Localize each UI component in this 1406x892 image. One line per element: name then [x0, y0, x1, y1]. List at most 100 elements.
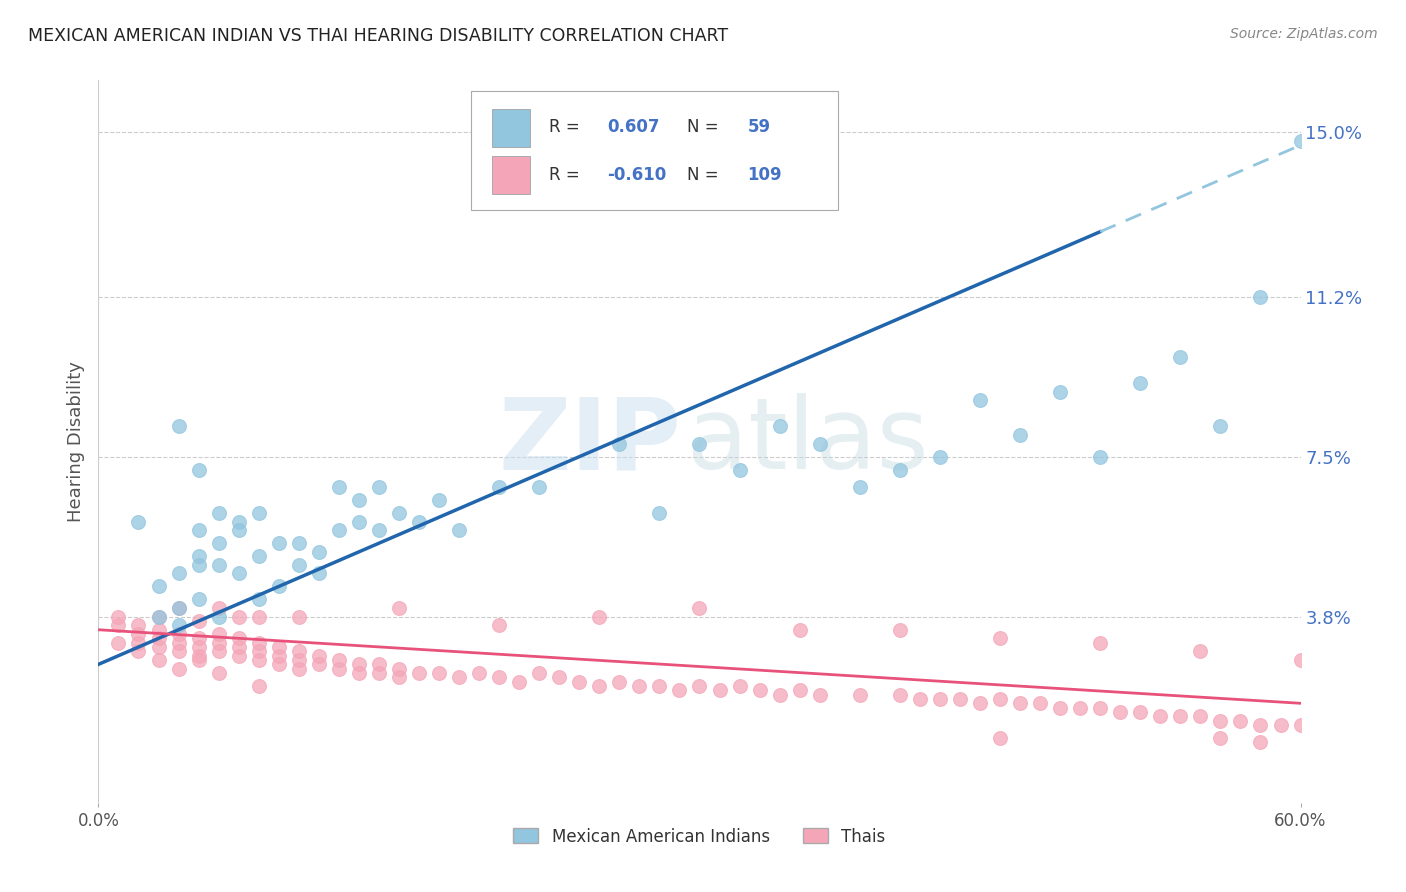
Point: [908, 692, 931, 706]
Point: [368, 657, 391, 672]
Point: [728, 679, 751, 693]
Point: [267, 640, 290, 654]
Point: [128, 618, 150, 632]
Point: [107, 636, 129, 650]
Point: [247, 506, 270, 520]
Point: [148, 609, 170, 624]
Point: [128, 627, 150, 641]
Point: [228, 566, 250, 581]
Point: [609, 436, 631, 450]
Point: [368, 665, 391, 680]
Point: [748, 683, 770, 698]
Point: [568, 674, 591, 689]
Point: [187, 653, 209, 667]
Point: [929, 692, 952, 706]
Point: [688, 679, 710, 693]
Point: [548, 670, 571, 684]
Point: [988, 692, 1011, 706]
Point: [688, 436, 710, 450]
Point: [488, 480, 510, 494]
Point: [228, 515, 250, 529]
Point: [808, 688, 831, 702]
Point: [167, 566, 190, 581]
Point: [288, 536, 311, 550]
Point: [228, 609, 250, 624]
Point: [1250, 735, 1272, 749]
Point: [267, 579, 290, 593]
Point: [187, 592, 209, 607]
Point: [208, 609, 231, 624]
Point: [107, 609, 129, 624]
Point: [187, 523, 209, 537]
Point: [969, 696, 991, 710]
Point: [288, 644, 311, 658]
Point: [308, 545, 330, 559]
Point: [187, 549, 209, 564]
Point: [1209, 419, 1232, 434]
Point: [988, 731, 1011, 745]
Point: [167, 601, 190, 615]
Point: [128, 636, 150, 650]
Point: [1209, 731, 1232, 745]
Point: [988, 632, 1011, 646]
Point: [1289, 718, 1312, 732]
Point: [148, 653, 170, 667]
Point: [488, 670, 510, 684]
Legend: Mexican American Indians, Thais: Mexican American Indians, Thais: [506, 821, 893, 852]
Point: [427, 665, 450, 680]
Point: [347, 492, 370, 507]
Point: [148, 609, 170, 624]
Point: [447, 523, 470, 537]
Point: [949, 692, 972, 706]
Point: [969, 393, 991, 408]
Text: N =: N =: [688, 166, 724, 184]
Point: [247, 636, 270, 650]
Point: [308, 648, 330, 663]
Point: [1049, 384, 1071, 399]
Point: [187, 648, 209, 663]
Point: [789, 683, 811, 698]
Bar: [492, 109, 530, 147]
Point: [208, 601, 231, 615]
Point: [1088, 450, 1111, 464]
Point: [1170, 709, 1192, 723]
Point: [328, 653, 350, 667]
Point: [247, 679, 270, 693]
Point: [167, 601, 190, 615]
Point: [488, 618, 510, 632]
Point: [508, 674, 530, 689]
Point: [1129, 705, 1152, 719]
Point: [328, 662, 350, 676]
Point: [167, 618, 190, 632]
Point: [628, 679, 651, 693]
Point: [167, 644, 190, 658]
Point: [668, 683, 690, 698]
Point: [427, 492, 450, 507]
Point: [1170, 350, 1192, 364]
Point: [328, 480, 350, 494]
Point: [1270, 718, 1292, 732]
Point: [1229, 714, 1251, 728]
Point: [228, 648, 250, 663]
Point: [267, 657, 290, 672]
Point: [187, 558, 209, 572]
Point: [247, 549, 270, 564]
Point: [668, 190, 690, 204]
Point: [308, 566, 330, 581]
Point: [347, 515, 370, 529]
Point: [688, 601, 710, 615]
Text: ZIP: ZIP: [499, 393, 682, 490]
Y-axis label: Hearing Disability: Hearing Disability: [66, 361, 84, 522]
Text: 109: 109: [748, 166, 782, 184]
Point: [1250, 718, 1272, 732]
Point: [588, 609, 610, 624]
Point: [529, 665, 551, 680]
Point: [208, 536, 231, 550]
Text: atlas: atlas: [688, 393, 929, 490]
Point: [768, 419, 790, 434]
Point: [187, 632, 209, 646]
Point: [247, 644, 270, 658]
Point: [468, 665, 491, 680]
Point: [347, 665, 370, 680]
Point: [648, 679, 671, 693]
